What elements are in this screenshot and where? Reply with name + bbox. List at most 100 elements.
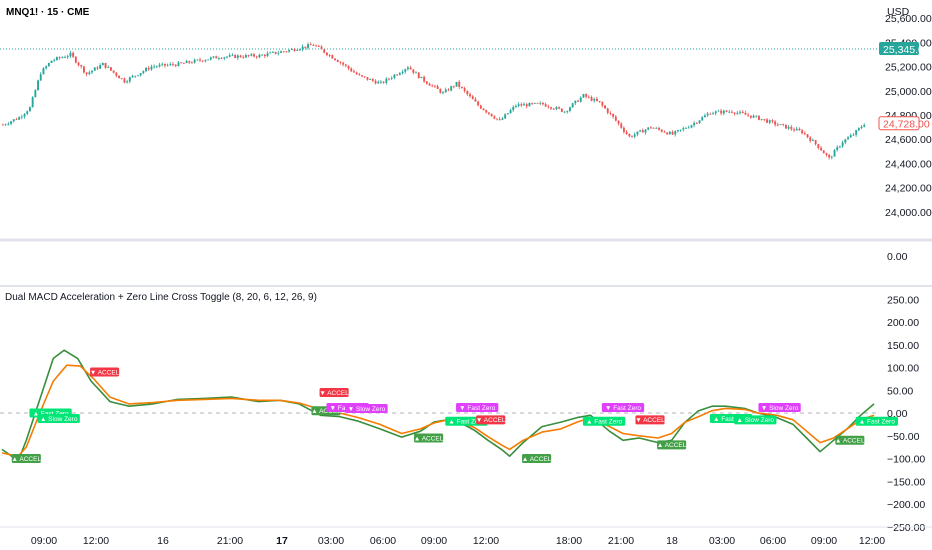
candle-body xyxy=(242,57,245,58)
candle-body xyxy=(150,66,153,70)
candle-body xyxy=(166,64,169,66)
price-tick-label: 24,200.00 xyxy=(885,183,932,195)
candle-body xyxy=(58,57,61,58)
candle-body xyxy=(277,52,280,54)
candle-body xyxy=(288,49,291,52)
candle-body xyxy=(380,81,382,83)
candle-body xyxy=(579,97,582,102)
candle-body xyxy=(274,51,277,54)
price-tick-label: 24,400.00 xyxy=(885,158,932,170)
candle-body xyxy=(801,130,804,134)
signal-label-text: ▼ ACCEL xyxy=(635,417,665,424)
candle-body xyxy=(863,125,866,127)
candle-body xyxy=(120,78,123,79)
time-axis-label: 18:00 xyxy=(556,535,582,547)
time-axis[interactable]: 09:00 12:00 16 21:00 17 03:00 06:00 09:00 12:00 1… xyxy=(31,535,885,547)
price-pane[interactable]: MNQ1! · 15 · CME xyxy=(0,7,878,160)
price-axis[interactable]: USD 25,600.0025,400.0025,200.0025,000.00… xyxy=(878,6,932,219)
candle-body xyxy=(577,100,579,102)
candle-body xyxy=(571,103,574,108)
candle-body xyxy=(142,71,145,74)
indicator-tick-label: 250.00 xyxy=(887,294,919,306)
signal-label-zero-cross-up: ▲ Fast Zero xyxy=(582,416,626,426)
candle-body xyxy=(690,125,693,128)
candle-body xyxy=(847,137,849,140)
candle-body xyxy=(506,113,509,115)
candle-body xyxy=(31,97,34,108)
candle-body xyxy=(795,128,798,131)
price-tick-label: 24,600.00 xyxy=(885,134,932,146)
candle-body xyxy=(12,119,15,122)
candle-body xyxy=(301,46,304,50)
candle-body xyxy=(10,121,12,124)
signal-label-text: ▲ Fast Zero xyxy=(859,418,895,425)
candle-body xyxy=(371,79,374,81)
time-axis-label: 21:00 xyxy=(608,535,634,547)
candle-body xyxy=(542,102,544,105)
candle-body xyxy=(50,60,53,63)
candle-body xyxy=(444,89,447,93)
candle-body xyxy=(128,77,131,82)
candle-body xyxy=(296,50,299,52)
candle-body xyxy=(404,69,407,72)
candle-body xyxy=(644,129,647,133)
currency-label: USD xyxy=(887,6,910,18)
indicator-pane[interactable]: ▲ ACCEL ▲ Fast Zero ▲ Slow Zero ▼ ACCEL ▲ AC… xyxy=(0,292,898,463)
candle-body xyxy=(550,107,552,109)
candle-body xyxy=(153,66,156,68)
candle-body xyxy=(45,66,48,69)
candle-body xyxy=(498,119,501,120)
candle-body xyxy=(849,135,852,138)
candle-body xyxy=(415,72,417,74)
candle-body xyxy=(377,81,380,84)
candle-body xyxy=(56,57,58,60)
signal-label-text: ▲ ACCEL xyxy=(12,456,42,463)
candle-body xyxy=(830,156,833,158)
candle-body xyxy=(231,54,234,56)
signal-label-accel-down: ▼ ACCEL xyxy=(476,415,506,425)
candle-body xyxy=(369,79,372,80)
candle-body xyxy=(93,67,96,71)
time-axis-label: 06:00 xyxy=(370,535,396,547)
candle-body xyxy=(779,124,782,126)
candle-body xyxy=(29,107,31,112)
candle-body xyxy=(353,71,355,73)
candle-body xyxy=(188,61,191,63)
candle-body xyxy=(479,105,482,109)
candle-body xyxy=(677,130,679,132)
signal-label-text: ▲ ACCEL xyxy=(835,438,865,445)
candle-body xyxy=(582,94,585,98)
candle-body xyxy=(366,77,369,80)
candle-body xyxy=(425,81,428,84)
candle-body xyxy=(666,132,669,135)
candle-body xyxy=(641,130,644,133)
candle-body xyxy=(512,106,515,111)
indicator-tick-label: −50.00 xyxy=(887,431,920,443)
macd-series xyxy=(1,349,875,462)
candle-body xyxy=(350,68,353,72)
candle-body xyxy=(39,74,42,81)
candle-body xyxy=(652,127,655,129)
candle-body xyxy=(409,67,412,70)
candle-body xyxy=(155,66,158,68)
candle-body xyxy=(493,116,496,119)
last-price-badge-text: 25,345.00 xyxy=(883,44,930,56)
candle-body xyxy=(771,120,774,122)
candle-body xyxy=(439,88,442,93)
candle-body xyxy=(650,127,652,129)
candle-body xyxy=(855,130,858,135)
candle-body xyxy=(574,100,577,104)
candle-body xyxy=(323,49,326,53)
candle-body xyxy=(533,102,536,104)
price-tick-label: 25,000.00 xyxy=(885,86,932,98)
signal-label-text: ▲ Slow Zero xyxy=(737,417,775,424)
candle-body xyxy=(744,112,747,115)
time-axis-label: 09:00 xyxy=(421,535,447,547)
signal-label-accel-down: ▼ ACCEL xyxy=(90,367,120,377)
candle-body xyxy=(758,115,760,120)
candle-body xyxy=(315,45,318,47)
candle-body xyxy=(390,77,393,79)
indicator-tick-label: 150.00 xyxy=(887,340,919,352)
candle-body xyxy=(2,124,4,126)
